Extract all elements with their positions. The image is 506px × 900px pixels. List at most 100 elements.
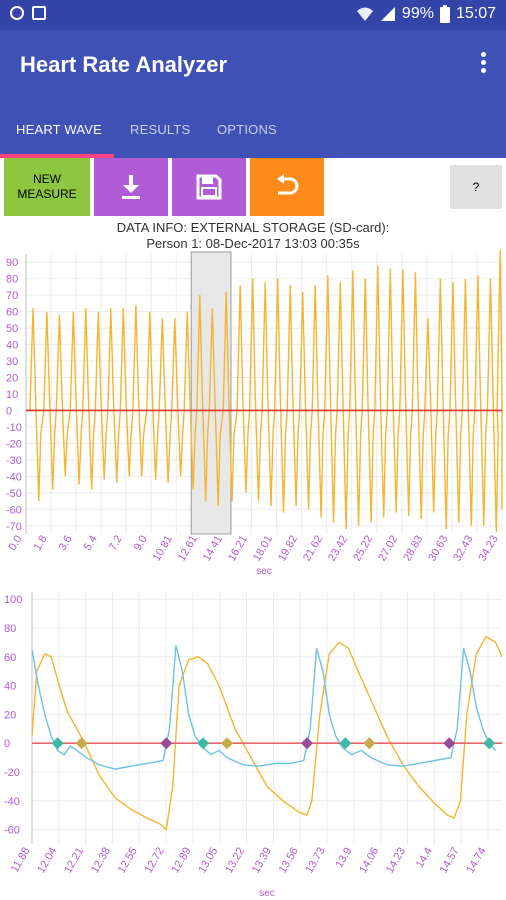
y-tick-label: -30 <box>6 455 22 467</box>
beat-marker-teal <box>197 737 210 750</box>
y-tick-label: -70 <box>6 521 22 533</box>
x-tick-label: 14.41 <box>201 534 225 564</box>
series-wave-detail <box>31 635 503 831</box>
new-measure-label-2: MEASURE <box>17 187 77 201</box>
x-tick-label: 9.0 <box>132 534 150 553</box>
status-bar: 99% 15:07 <box>0 0 506 30</box>
tab-results[interactable]: RESULTS <box>130 122 191 137</box>
y-tick-label: -40 <box>6 471 22 483</box>
x-tick-label: 12.55 <box>116 846 140 876</box>
tab-bar: HEART WAVE RESULTS OPTIONS <box>0 102 506 158</box>
y-tick-label: 50 <box>6 323 18 335</box>
beat-marker-teal <box>339 737 352 750</box>
save-icon <box>196 174 222 200</box>
beat-marker-teal <box>483 737 496 750</box>
x-tick-label: 27.02 <box>376 534 400 564</box>
y-tick-label: -10 <box>6 422 22 434</box>
x-tick-label: 16.21 <box>226 534 250 564</box>
x-tick-label: 21.62 <box>301 534 325 564</box>
y-tick-label: -60 <box>6 504 22 516</box>
x-tick-label: 23.42 <box>326 534 350 564</box>
data-info: DATA INFO: EXTERNAL STORAGE (SD-card): P… <box>0 220 506 252</box>
y-tick-label: 80 <box>4 623 16 635</box>
active-tab-indicator <box>0 154 114 158</box>
y-tick-label: 90 <box>6 257 18 269</box>
y-tick-label: 20 <box>4 709 16 721</box>
x-tick-label: 12.61 <box>176 534 200 564</box>
y-tick-label: 80 <box>6 274 18 286</box>
x-tick-label: 14.74 <box>464 846 488 876</box>
x-tick-label: 11.88 <box>9 846 33 875</box>
y-tick-label: -50 <box>6 488 22 500</box>
app-bar: Heart Rate Analyzer <box>0 30 506 102</box>
y-tick-label: 30 <box>6 356 18 368</box>
signal-icon <box>380 7 395 21</box>
x-tick-label: 12.21 <box>62 846 86 876</box>
beat-marker-teal <box>51 737 64 750</box>
x-tick-label: 13.22 <box>223 846 247 876</box>
x-tick-label: 13.73 <box>303 846 327 876</box>
beat-marker-gold <box>75 737 88 750</box>
series-heart-wave <box>26 250 503 533</box>
data-info-line-2: Person 1: 08-Dec-2017 13:03 00:35s <box>146 236 360 251</box>
wifi-icon <box>356 7 373 21</box>
x-tick-label: 0.0 <box>7 534 25 553</box>
notification-icon <box>10 6 24 20</box>
y-tick-label: -60 <box>4 825 20 837</box>
x-tick-label: 12.38 <box>89 846 113 876</box>
x-tick-label: 19.82 <box>276 534 300 564</box>
download-button[interactable] <box>94 158 168 216</box>
status-left-icons <box>10 6 46 20</box>
app-notification-icon <box>32 6 46 20</box>
help-button[interactable]: ? <box>450 165 502 209</box>
x-axis-label: sec <box>259 888 275 899</box>
x-tick-label: 12.89 <box>169 846 193 876</box>
x-tick-label: 14.23 <box>384 846 408 876</box>
y-tick-label: 0 <box>4 738 10 750</box>
y-tick-label: -20 <box>6 438 22 450</box>
x-tick-label: 10.81 <box>151 534 175 564</box>
x-tick-label: 7.2 <box>107 534 125 553</box>
beat-marker-gold <box>221 737 234 750</box>
heart-wave-chart[interactable]: 90 80 70 60 50 40 30 20 10 0 -10 -20 -30 -40 -50 -60 -70… <box>0 250 506 580</box>
app-title: Heart Rate Analyzer <box>20 52 228 77</box>
y-tick-label: -40 <box>4 796 20 808</box>
y-tick-label: 60 <box>6 307 18 319</box>
overflow-menu-icon[interactable] <box>478 52 488 78</box>
save-button[interactable] <box>172 158 246 216</box>
status-right: 99% 15:07 <box>356 5 496 23</box>
x-tick-label: 12.04 <box>35 846 59 876</box>
beat-detail-chart[interactable]: 100 80 60 40 20 0 -20 -40 -60 11.88 12.04 12.21 12.3… <box>0 582 506 900</box>
x-tick-label: 1.8 <box>32 534 50 553</box>
beat-marker-purple <box>443 737 456 750</box>
y-tick-label: 70 <box>6 290 18 302</box>
x-tick-label: 25.22 <box>351 534 375 564</box>
x-axis-label: sec <box>256 566 272 577</box>
y-tick-label: 40 <box>6 340 18 352</box>
x-tick-label: 14.57 <box>438 846 462 876</box>
beat-marker-purple <box>160 737 173 750</box>
x-tick-label: 13.9 <box>333 846 354 871</box>
x-tick-label: 14.06 <box>357 846 381 876</box>
tab-options[interactable]: OPTIONS <box>217 122 277 137</box>
x-tick-label: 14.4 <box>414 846 435 871</box>
y-tick-label: 100 <box>4 594 22 606</box>
x-tick-label: 5.4 <box>82 534 100 553</box>
x-tick-label: 32.43 <box>451 534 475 564</box>
x-tick-label: 3.6 <box>57 534 75 553</box>
x-tick-label: 13.05 <box>196 846 220 876</box>
new-measure-button[interactable]: NEW MEASURE <box>4 158 90 216</box>
y-tick-label: 20 <box>6 373 18 385</box>
y-tick-label: 40 <box>4 681 16 693</box>
download-icon <box>122 175 140 199</box>
undo-icon <box>277 174 299 195</box>
battery-icon <box>439 5 450 23</box>
x-tick-label: 30.63 <box>426 534 450 564</box>
x-tick-label: 34.23 <box>476 534 500 564</box>
tab-heart-wave[interactable]: HEART WAVE <box>16 122 103 137</box>
y-tick-label: 60 <box>4 652 16 664</box>
undo-button[interactable] <box>250 158 324 216</box>
y-tick-label: 0 <box>6 405 12 417</box>
series-derivative <box>31 645 497 770</box>
